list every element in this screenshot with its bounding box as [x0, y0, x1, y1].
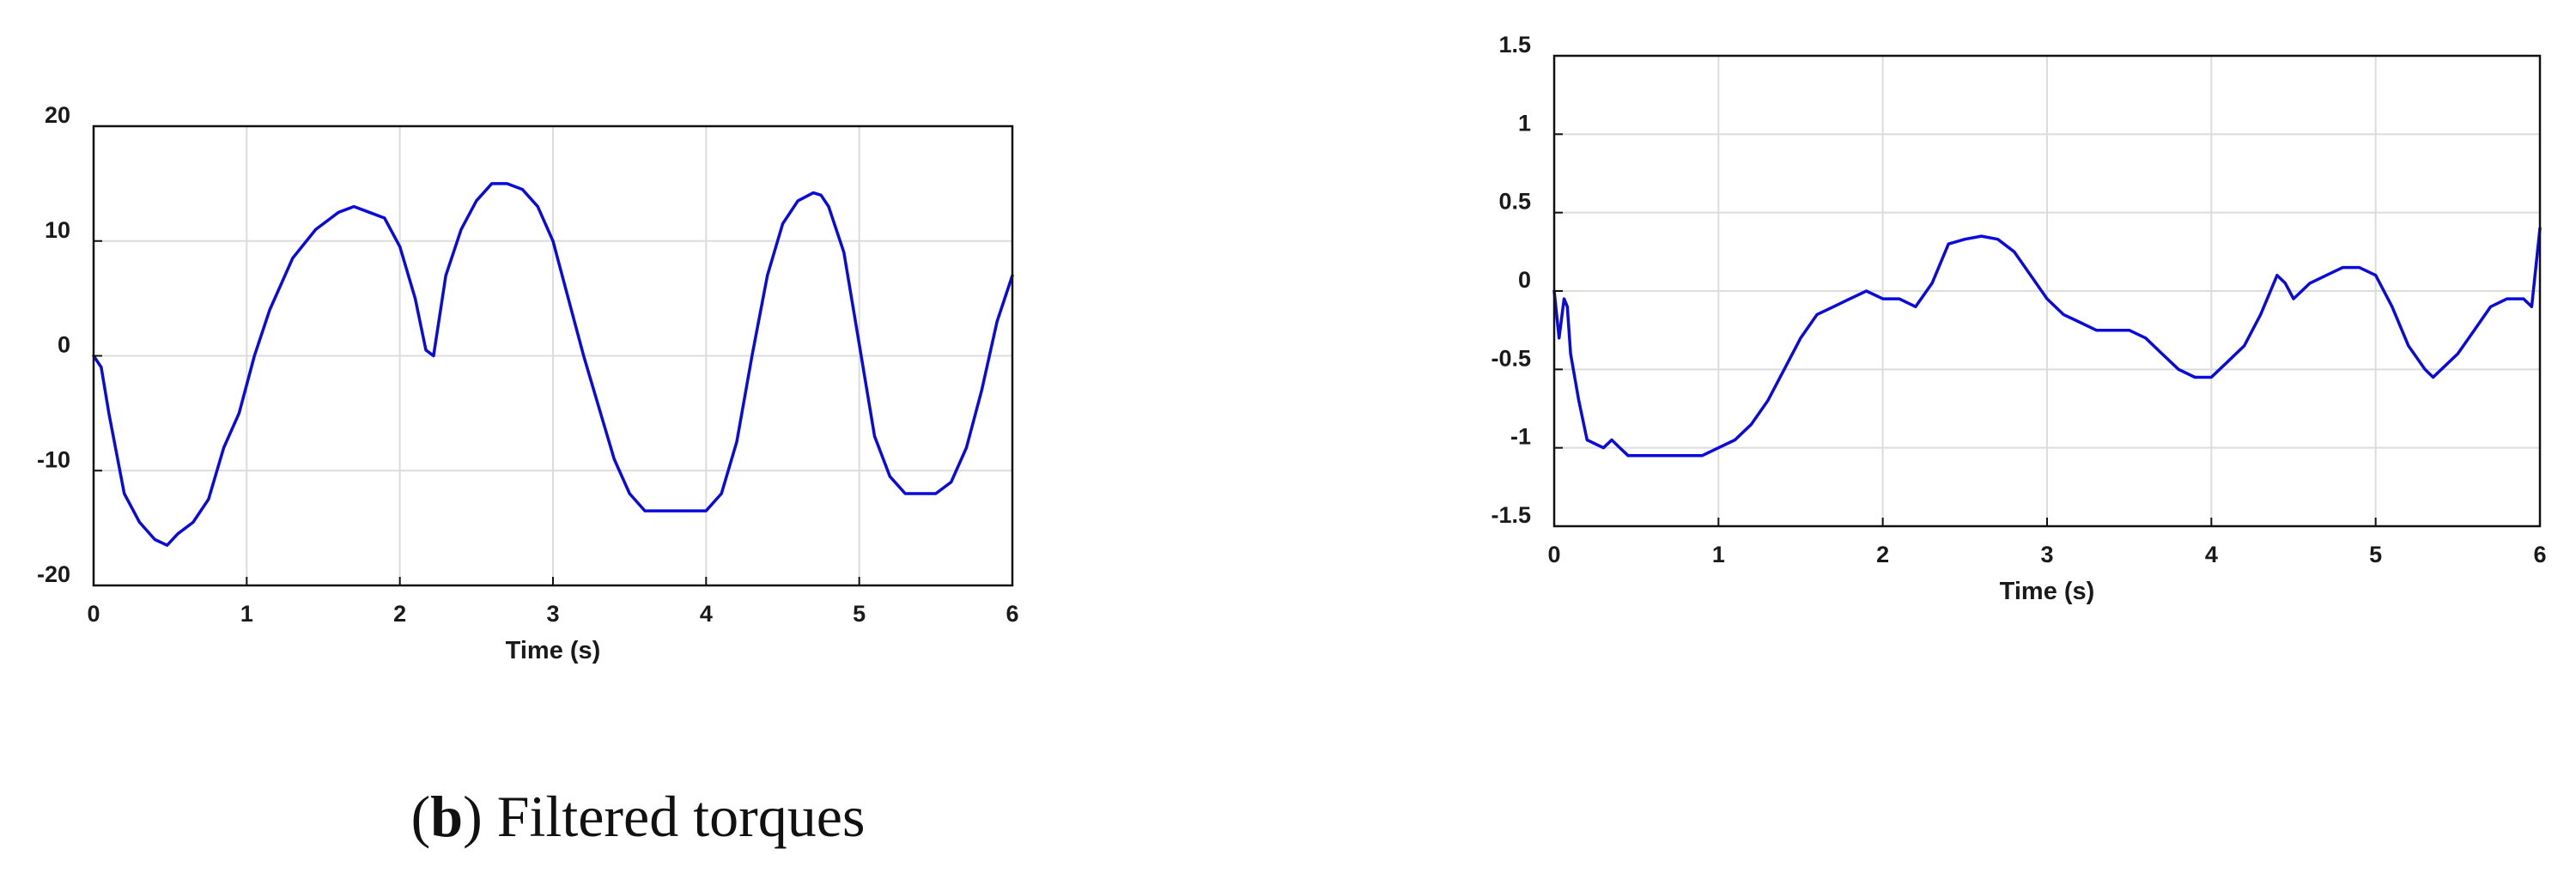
x-axis-label: Time (s): [2000, 578, 2095, 605]
x-tick-label: 1: [240, 601, 253, 627]
y-tick-label: 0.5: [1498, 189, 1531, 215]
y-tick-label: 1: [1518, 110, 1531, 136]
x-tick-label: 2: [1876, 542, 1889, 567]
y-tick-label: -1.5: [1491, 502, 1531, 528]
x-tick-label: 4: [700, 601, 713, 627]
x-tick-label: 1: [1712, 542, 1725, 567]
caption-letter: b: [430, 784, 464, 849]
y-tick-label: 1.5: [1498, 32, 1531, 58]
x-tick-label: 0: [87, 601, 100, 627]
x-tick-label: 4: [2205, 542, 2218, 567]
chart-right: 0 1 2 3 4 5 6 -1.5 -1 -0.5 0 0.5 1 1.5 Time (s): [1491, 32, 2546, 605]
caption-text: Filtered torques: [496, 784, 866, 849]
x-tick-label: 0: [1547, 542, 1560, 567]
series-line: [92, 182, 1014, 547]
x-tick-label: 6: [2533, 542, 2546, 567]
chart-left: 0 1 2 3 4 5 6 -20 -10 0 10 20 Time (s): [37, 102, 1019, 664]
y-tick-label: 0: [1518, 267, 1531, 293]
y-tick-label: 20: [45, 102, 70, 128]
series-line: [1552, 227, 2542, 458]
x-axis-label: Time (s): [506, 637, 601, 664]
y-tick-label: -10: [37, 446, 70, 472]
x-tick-label: 3: [2040, 542, 2053, 567]
x-tick-label: 5: [853, 601, 866, 627]
y-tick-label: 10: [45, 217, 70, 243]
x-tick-label: 5: [2369, 542, 2382, 567]
x-tick-label: 3: [546, 601, 559, 627]
y-tick-label: -0.5: [1491, 345, 1531, 371]
x-tick-label: 6: [1005, 601, 1018, 627]
y-tick-label: -20: [37, 561, 70, 587]
figure-caption: (b) Filtered torques: [410, 784, 866, 849]
y-tick-label: 0: [58, 332, 70, 358]
x-tick-label: 2: [393, 601, 406, 627]
y-tick-label: -1: [1510, 424, 1531, 450]
